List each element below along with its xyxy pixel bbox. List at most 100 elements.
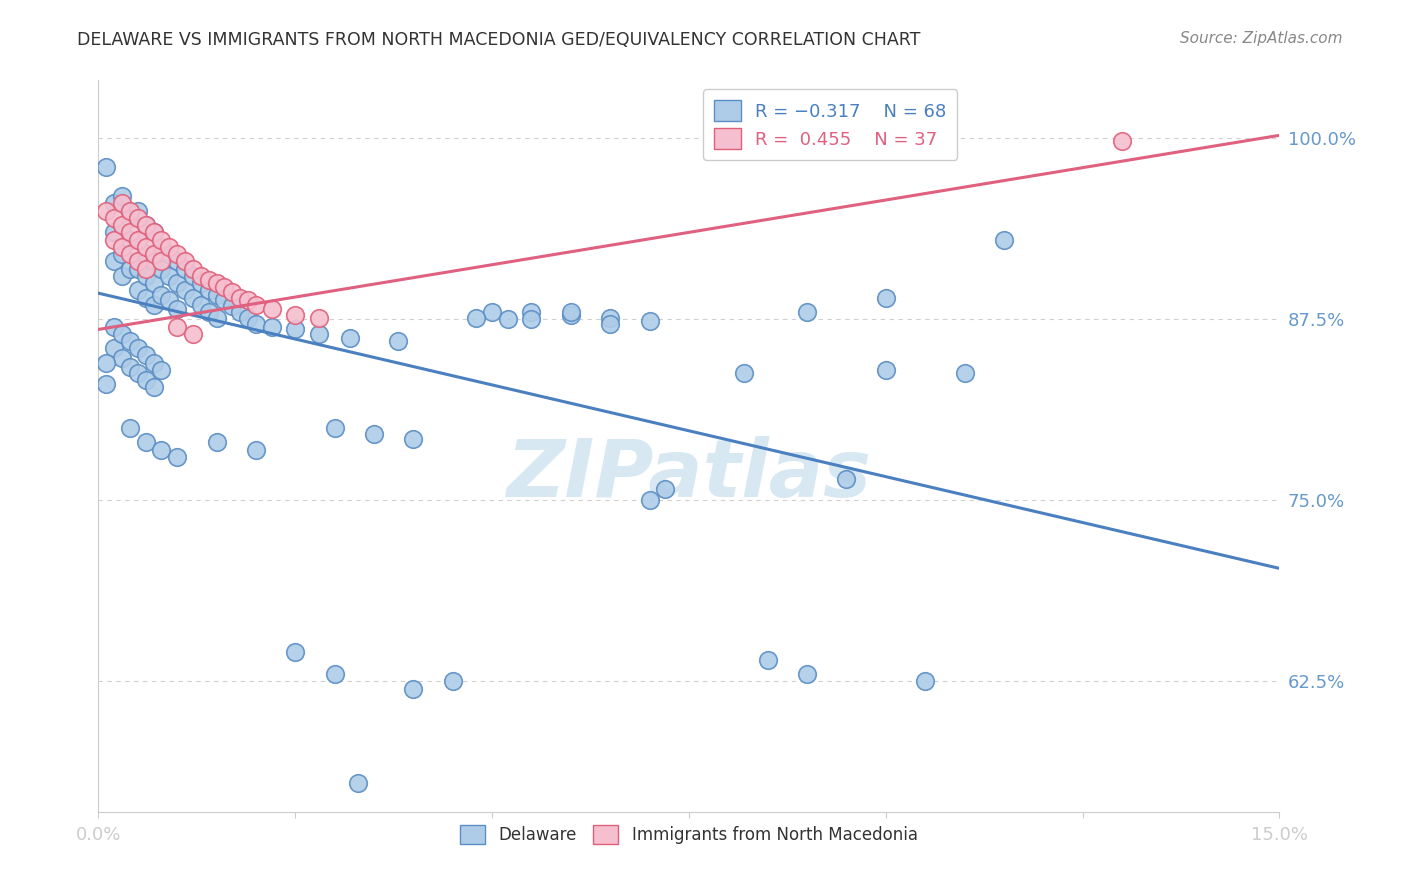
Point — [103, 319, 125, 334]
Point — [347, 776, 370, 790]
Point — [284, 645, 307, 659]
Point — [638, 493, 661, 508]
Point — [150, 254, 173, 268]
Point — [150, 233, 173, 247]
Point — [174, 261, 197, 276]
Point — [103, 254, 125, 268]
Point — [796, 305, 818, 319]
Point — [181, 291, 204, 305]
Point — [118, 334, 141, 348]
Point — [96, 160, 118, 174]
Point — [150, 261, 173, 276]
Point — [520, 312, 543, 326]
Point — [142, 254, 165, 268]
Point — [118, 225, 141, 239]
Point — [245, 442, 267, 457]
Point — [953, 366, 976, 380]
Point — [142, 356, 165, 370]
Point — [599, 310, 621, 325]
Point — [103, 211, 125, 225]
Point — [654, 482, 676, 496]
Point — [363, 426, 385, 441]
Point — [402, 681, 425, 696]
Point — [118, 233, 141, 247]
Point — [190, 276, 212, 290]
Point — [197, 273, 219, 287]
Point — [260, 302, 283, 317]
Point — [190, 268, 212, 283]
Point — [118, 360, 141, 375]
Point — [638, 314, 661, 328]
Point — [157, 240, 180, 254]
Point — [914, 674, 936, 689]
Point — [756, 653, 779, 667]
Point — [150, 363, 173, 377]
Point — [197, 283, 219, 297]
Text: ZIPatlas: ZIPatlas — [506, 436, 872, 515]
Point — [127, 254, 149, 268]
Point — [560, 305, 582, 319]
Point — [118, 203, 141, 218]
Point — [166, 302, 188, 317]
Point — [323, 667, 346, 681]
Point — [174, 283, 197, 297]
Point — [142, 276, 165, 290]
Point — [127, 233, 149, 247]
Point — [118, 261, 141, 276]
Point — [166, 276, 188, 290]
Point — [142, 247, 165, 261]
Point — [127, 261, 149, 276]
Point — [127, 341, 149, 355]
Point — [150, 287, 173, 301]
Point — [135, 247, 157, 261]
Point — [181, 326, 204, 341]
Point — [127, 283, 149, 297]
Point — [560, 308, 582, 322]
Point — [127, 366, 149, 380]
Point — [236, 293, 259, 308]
Point — [142, 380, 165, 394]
Point — [118, 421, 141, 435]
Point — [214, 293, 236, 308]
Point — [150, 240, 173, 254]
Point — [796, 667, 818, 681]
Text: Source: ZipAtlas.com: Source: ZipAtlas.com — [1180, 31, 1343, 46]
Point — [308, 326, 330, 341]
Point — [142, 225, 165, 239]
Point — [496, 312, 519, 326]
Point — [214, 280, 236, 294]
Point — [205, 310, 228, 325]
Point — [157, 293, 180, 308]
Point — [599, 317, 621, 331]
Point — [245, 317, 267, 331]
Point — [205, 287, 228, 301]
Point — [103, 341, 125, 355]
Point — [118, 247, 141, 261]
Point — [236, 310, 259, 325]
Point — [127, 211, 149, 225]
Point — [190, 298, 212, 312]
Point — [142, 225, 165, 239]
Point — [520, 305, 543, 319]
Point — [103, 233, 125, 247]
Point — [229, 291, 252, 305]
Point — [284, 322, 307, 336]
Point — [481, 305, 503, 319]
Point — [96, 377, 118, 392]
Point — [221, 285, 243, 299]
Point — [150, 442, 173, 457]
Point — [402, 433, 425, 447]
Point — [135, 291, 157, 305]
Point — [135, 349, 157, 363]
Point — [221, 299, 243, 313]
Point — [111, 196, 134, 211]
Point — [875, 291, 897, 305]
Point — [96, 203, 118, 218]
Point — [157, 247, 180, 261]
Point — [118, 211, 141, 225]
Point — [135, 435, 157, 450]
Point — [135, 373, 157, 387]
Point — [166, 450, 188, 464]
Point — [111, 189, 134, 203]
Point — [135, 240, 157, 254]
